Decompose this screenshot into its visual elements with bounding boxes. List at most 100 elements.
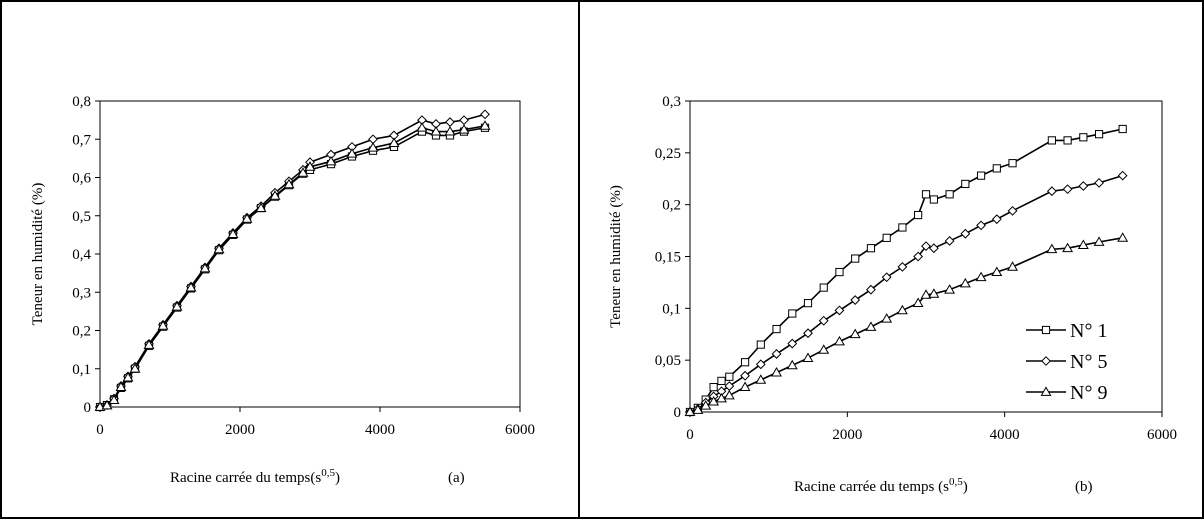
data-point [756, 340, 765, 349]
data-point [739, 381, 751, 392]
data-point [101, 399, 113, 410]
legend-marker [1041, 325, 1051, 335]
data-point [480, 109, 490, 120]
data-point [898, 223, 907, 232]
data-point [1093, 236, 1105, 246]
y-tick-label: 0,3 [72, 285, 91, 301]
data-point [834, 305, 845, 316]
data-point [921, 190, 931, 199]
data-point [445, 117, 455, 127]
legend-label: N° 1 [1070, 320, 1107, 342]
data-point [1079, 133, 1088, 142]
data-point [684, 406, 696, 416]
series-line [99, 125, 486, 408]
data-point [297, 167, 309, 177]
y-tick-label: 0,1 [662, 301, 681, 317]
data-point [129, 363, 141, 373]
data-point [283, 178, 295, 189]
data-point [108, 394, 120, 405]
data-point [199, 262, 211, 273]
y-tick-label: 0,15 [655, 250, 681, 266]
data-point [929, 195, 938, 204]
data-point [928, 288, 940, 298]
data-point [1077, 239, 1089, 249]
x-tick-label: 0 [686, 427, 694, 443]
data-point [458, 124, 470, 134]
y-tick-label: 0,3 [662, 94, 681, 110]
legend-marker [1041, 356, 1051, 366]
y-tick-label: 0,2 [72, 324, 91, 340]
data-point [771, 367, 782, 377]
data-point [1047, 136, 1056, 145]
y-tick-label: 0,7 [72, 132, 91, 148]
data-point [1063, 136, 1072, 145]
data-point [914, 210, 923, 220]
y-tick-label: 0,4 [72, 247, 91, 263]
y-tick-label: 0,25 [655, 146, 681, 162]
data-point [976, 220, 986, 231]
data-point [771, 349, 782, 359]
chart-panel-a: 0 0,1 0,2 0,3 0,4 0,5 0,6 0,7 0,8 0 2000 4000 6000 Te… [0, 0, 580, 519]
data-point [213, 243, 225, 254]
y-tick-label: 0 [674, 405, 682, 421]
data-point [185, 282, 197, 292]
x-tick-label: 4000 [365, 422, 395, 438]
data-point [1062, 242, 1074, 253]
data-point [1094, 130, 1104, 139]
data-point [787, 338, 798, 349]
x-axis-title-main: Racine carrée du temps (s [794, 479, 949, 495]
data-point [723, 389, 735, 400]
data-point [122, 371, 134, 382]
y-tick-label: 0,5 [72, 209, 91, 225]
y-tick-label: 0 [84, 400, 92, 416]
x-tick-label: 6000 [1147, 427, 1177, 443]
data-point [716, 392, 727, 403]
series-triangle [94, 120, 491, 411]
data-point [819, 283, 828, 292]
data-point [388, 137, 400, 147]
x-tick-label: 2000 [832, 427, 862, 443]
data-point [1062, 184, 1073, 195]
data-point [325, 155, 337, 166]
legend-entry: N° 9 [1026, 382, 1107, 404]
legend-entry: N° 5 [1026, 351, 1107, 373]
panel-label: (b) [1075, 479, 1093, 495]
data-point [1094, 177, 1104, 188]
data-point [851, 254, 860, 263]
data-point [755, 359, 766, 370]
x-axis-title-close: ) [335, 470, 340, 486]
data-point [717, 376, 726, 385]
data-point [803, 328, 813, 339]
data-point [881, 313, 893, 323]
data-point [961, 179, 970, 189]
data-point [171, 301, 183, 311]
data-point [992, 164, 1001, 173]
data-point [740, 370, 750, 381]
panel-label: (a) [448, 470, 465, 486]
data-point [709, 383, 718, 392]
y-axis-title: Teneur en humidité (%) [608, 185, 624, 328]
x-tick-label: 2000 [225, 422, 255, 438]
data-point [835, 267, 844, 277]
data-point [959, 277, 971, 288]
y-tick-label: 0,8 [72, 94, 91, 110]
y-tick-label: 0,1 [72, 362, 91, 378]
chart-b-svg: 0 0,05 0,1 0,15 0,2 0,25 0,3 0 2000 4000 6000 Teneu… [608, 94, 1177, 495]
data-point [865, 321, 877, 331]
legend-entry: N° 1 [1026, 320, 1107, 342]
y-tick-label: 0,6 [72, 171, 91, 187]
x-axis-title-main: Racine carrée du temps(s [170, 470, 321, 486]
legend-label: N° 5 [1070, 351, 1107, 373]
data-point [803, 299, 813, 308]
data-point [241, 213, 253, 223]
data-point [143, 339, 155, 349]
series-line [99, 113, 486, 408]
data-point [740, 358, 750, 367]
data-point [991, 266, 1003, 276]
data-point [944, 284, 956, 294]
data-point [700, 400, 712, 410]
data-point [920, 289, 932, 299]
data-point [945, 190, 954, 199]
data-point [227, 228, 239, 239]
series-line [99, 126, 486, 408]
